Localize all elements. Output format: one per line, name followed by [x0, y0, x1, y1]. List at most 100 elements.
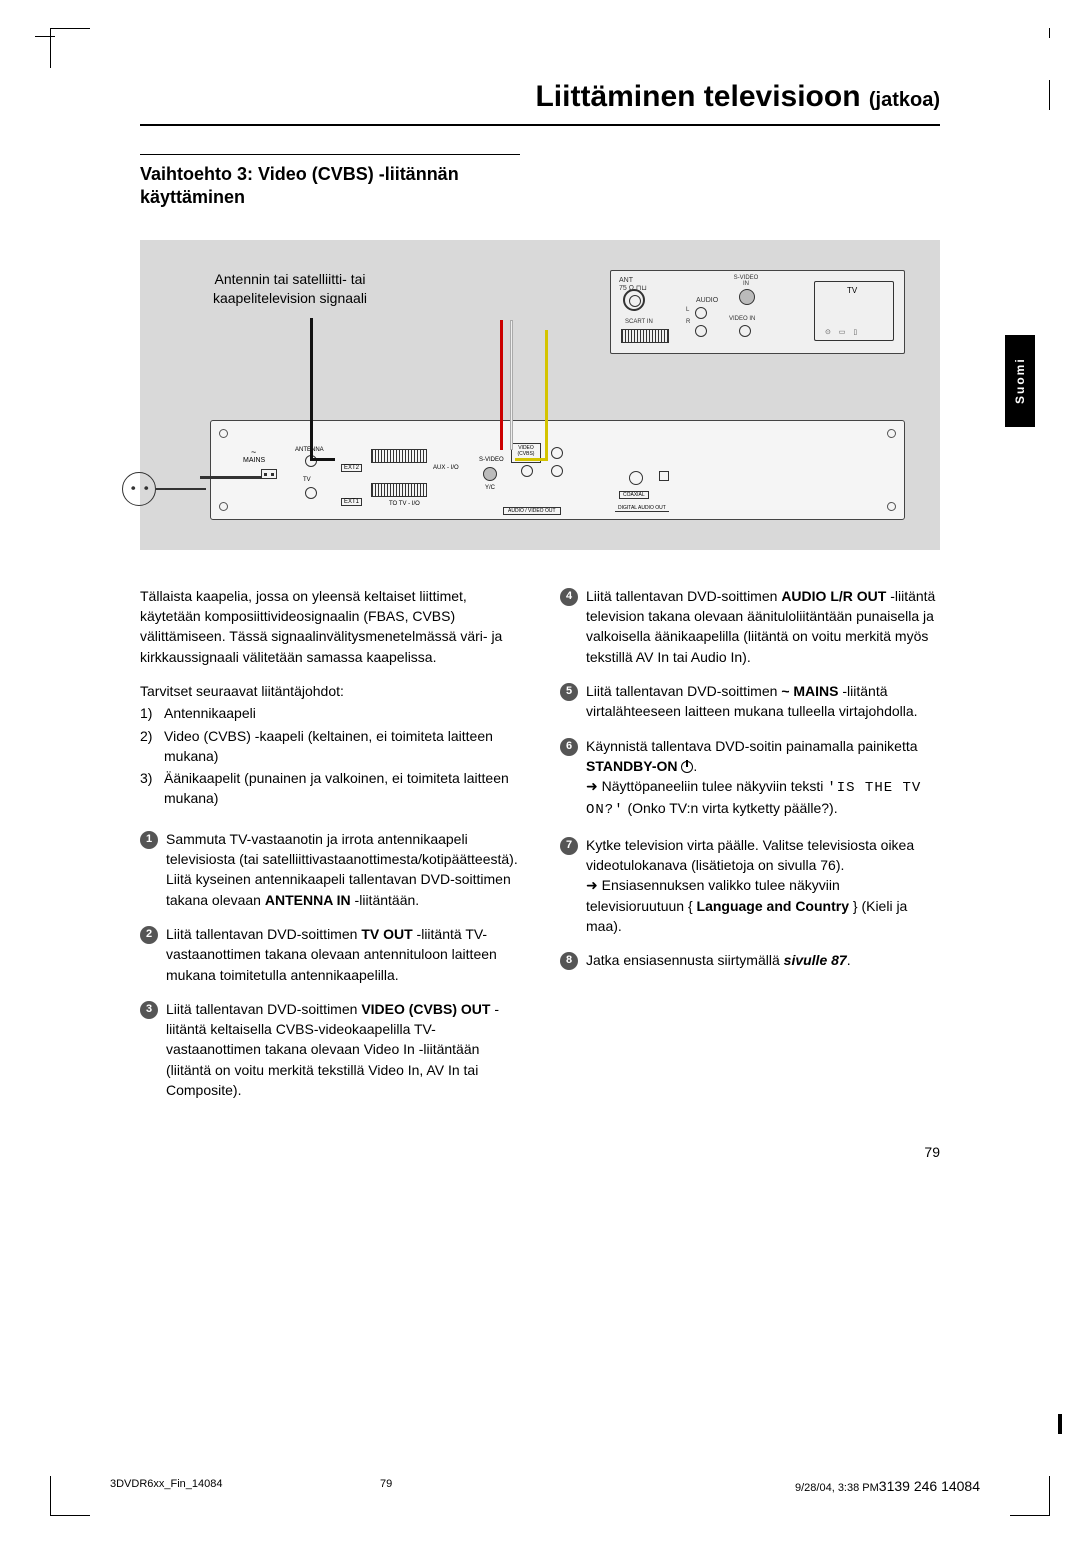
tv-front-icon: TV ⊙ ▭ ▯: [814, 281, 894, 341]
tv-videoin-socket-icon: [739, 325, 751, 337]
step-bullet-icon: 4: [560, 588, 578, 606]
footer-right: 9/28/04, 3:38 PM3139 246 14084: [795, 1478, 980, 1494]
step-bullet-icon: 1: [140, 831, 158, 849]
needs-text: Tarvitset seuraavat liitäntäjohdot:: [140, 681, 520, 701]
aux-label: AUX - I/O: [433, 465, 459, 471]
crop-mark: [35, 36, 55, 46]
mains-plug-icon: ⦁ ⦁: [122, 470, 172, 510]
coax-label: COAXIAL: [619, 491, 649, 499]
mains-tilde: ~: [251, 447, 256, 457]
step-item: 6 Käynnistä tallentava DVD-soitin painama…: [560, 736, 940, 821]
crop-mark: [1058, 1414, 1062, 1434]
crop-mark: [1010, 28, 1050, 38]
digital-audio-out-label: DIGITAL AUDIO OUT: [615, 505, 669, 512]
step-text: Sammuta TV-vastaanotin ja irrota antenni…: [166, 829, 520, 910]
cvbs-cable-icon: [515, 458, 548, 461]
tv-svideo-socket-icon: [739, 289, 755, 305]
step-bullet-icon: 6: [560, 738, 578, 756]
list-item: 2)Video (CVBS) -kaapeli (keltainen, ei t…: [140, 726, 520, 767]
footer: 3DVDR6xx_Fin_14084 79 9/28/04, 3:38 PM31…: [110, 1478, 980, 1494]
intro-text: Tällaista kaapelia, jossa on yleensä kel…: [140, 586, 520, 667]
ext2-scart-icon: [371, 449, 427, 463]
crop-mark: [50, 28, 90, 68]
step-text: Liitä tallentavan DVD-soittimen ~ MAINS …: [586, 681, 940, 722]
mains-label: MAINS: [243, 457, 265, 464]
tv-scart-label: SCART IN: [625, 319, 653, 325]
audio-l-socket-icon: [551, 447, 563, 459]
header-title: Liittäminen televisioon: [535, 80, 860, 113]
crop-mark: [1040, 80, 1050, 110]
ext1-label: EXT1: [341, 499, 362, 505]
svideo-socket-icon: [483, 467, 497, 481]
antenna-cable-icon: [310, 458, 335, 461]
tv-audio-l-socket-icon: [695, 307, 707, 319]
av-out-label: AUDIO / VIDEO OUT: [503, 507, 561, 515]
step-item: 7 Kytke television virta päälle. Valitse …: [560, 835, 940, 936]
coax-socket-icon: [629, 471, 643, 485]
footer-page: 79: [380, 1478, 392, 1490]
tv-out-label: TV: [303, 477, 311, 483]
tv-buttons-icon: ⊙ ▭ ▯: [825, 328, 860, 336]
yuv-label: Y/C: [485, 485, 495, 491]
tv-svideo-label: S-VIDEO IN: [731, 275, 761, 287]
step-item: 2 Liitä tallentavan DVD-soittimen TV OUT …: [140, 924, 520, 985]
step-item: 4 Liitä tallentavan DVD-soittimen AUDIO L…: [560, 586, 940, 667]
footer-filename: 3DVDR6xx_Fin_14084: [110, 1478, 223, 1494]
step-bullet-icon: 3: [140, 1001, 158, 1019]
audio-white-cable-icon: [510, 320, 513, 450]
tv-label: TV: [847, 286, 857, 295]
left-column: Tällaista kaapelia, jossa on yleensä kel…: [140, 586, 520, 1115]
mains-cable-icon: [200, 476, 262, 479]
page-content: Liittäminen televisioon (jatkoa) Vaihtoe…: [140, 80, 940, 1160]
step-text: Kytke television virta päälle. Valitse t…: [586, 835, 940, 936]
screw-icon: [219, 429, 228, 438]
tv-audio-r-socket-icon: [695, 325, 707, 337]
page-header: Liittäminen televisioon (jatkoa): [140, 80, 940, 126]
step-item: 8 Jatka ensiasennusta siirtymällä sivulle…: [560, 950, 940, 970]
crop-mark: [1010, 1476, 1050, 1516]
step-bullet-icon: 2: [140, 926, 158, 944]
step-bullet-icon: 7: [560, 837, 578, 855]
screw-icon: [219, 502, 228, 511]
step-bullet-icon: 5: [560, 683, 578, 701]
cvbs-cable-icon: [545, 330, 548, 460]
audio-r-socket-icon: [551, 465, 563, 477]
step-text: Liitä tallentavan DVD-soittimen AUDIO L/…: [586, 586, 940, 667]
section-title: Vaihtoehto 3: Video (CVBS) -liitännän kä…: [140, 154, 520, 210]
crop-mark: [50, 1476, 90, 1516]
connection-diagram: Antennin tai satelliitti- tai kaapelitel…: [140, 240, 940, 550]
antenna-cable-icon: [310, 318, 313, 458]
right-column: 4 Liitä tallentavan DVD-soittimen AUDIO L…: [560, 586, 940, 1115]
mains-socket-icon: [261, 469, 277, 479]
ext1-scart-icon: [371, 483, 427, 497]
step-text: Liitä tallentavan DVD-soittimen TV OUT -…: [166, 924, 520, 985]
body-columns: Tällaista kaapelia, jossa on yleensä kel…: [140, 586, 940, 1115]
tv-videoin-label: VIDEO IN: [729, 316, 763, 322]
screw-icon: [887, 429, 896, 438]
cable-list: 1)Antennikaapeli 2)Video (CVBS) -kaapeli…: [140, 703, 520, 808]
screw-icon: [887, 502, 896, 511]
step-item: 1 Sammuta TV-vastaanotin ja irrota antenn…: [140, 829, 520, 910]
step-bullet-icon: 8: [560, 952, 578, 970]
list-item: 3)Äänikaapelit (punainen ja valkoinen, e…: [140, 768, 520, 809]
step-item: 5 Liitä tallentavan DVD-soittimen ~ MAINS…: [560, 681, 940, 722]
audio-red-cable-icon: [500, 320, 503, 450]
header-subtitle: (jatkoa): [869, 89, 940, 111]
dvd-rear-panel: ~ MAINS ANTENNA TV EXT2 AUX - I/O EXT1 T…: [210, 420, 905, 520]
list-item: 1)Antennikaapeli: [140, 703, 520, 723]
step-text: Jatka ensiasennusta siirtymällä sivulle …: [586, 950, 940, 970]
tv-lr-label: LR: [686, 307, 690, 325]
step-item: 3 Liitä tallentavan DVD-soittimen VIDEO (…: [140, 999, 520, 1100]
page-number: 79: [140, 1144, 940, 1160]
antenna-signal-label: Antennin tai satelliitti- tai kaapelitel…: [190, 270, 390, 308]
step-text: Liitä tallentavan DVD-soittimen VIDEO (C…: [166, 999, 520, 1100]
step-text: Käynnistä tallentava DVD-soitin painamal…: [586, 736, 940, 821]
tv-ant-socket-icon: [623, 289, 645, 311]
tv-rear-panel: ANT75 Ω ⊓⊔ S-VIDEO IN AUDIO LR VIDEO IN …: [610, 270, 905, 354]
svideo-label: S-VIDEO: [479, 457, 504, 463]
tv-audio-label: AUDIO: [696, 297, 718, 304]
tv-scart-socket-icon: [621, 329, 669, 343]
antenna-out-socket-icon: [305, 487, 317, 499]
optical-socket-icon: [659, 471, 669, 481]
ext2-label: EXT2: [341, 465, 362, 471]
